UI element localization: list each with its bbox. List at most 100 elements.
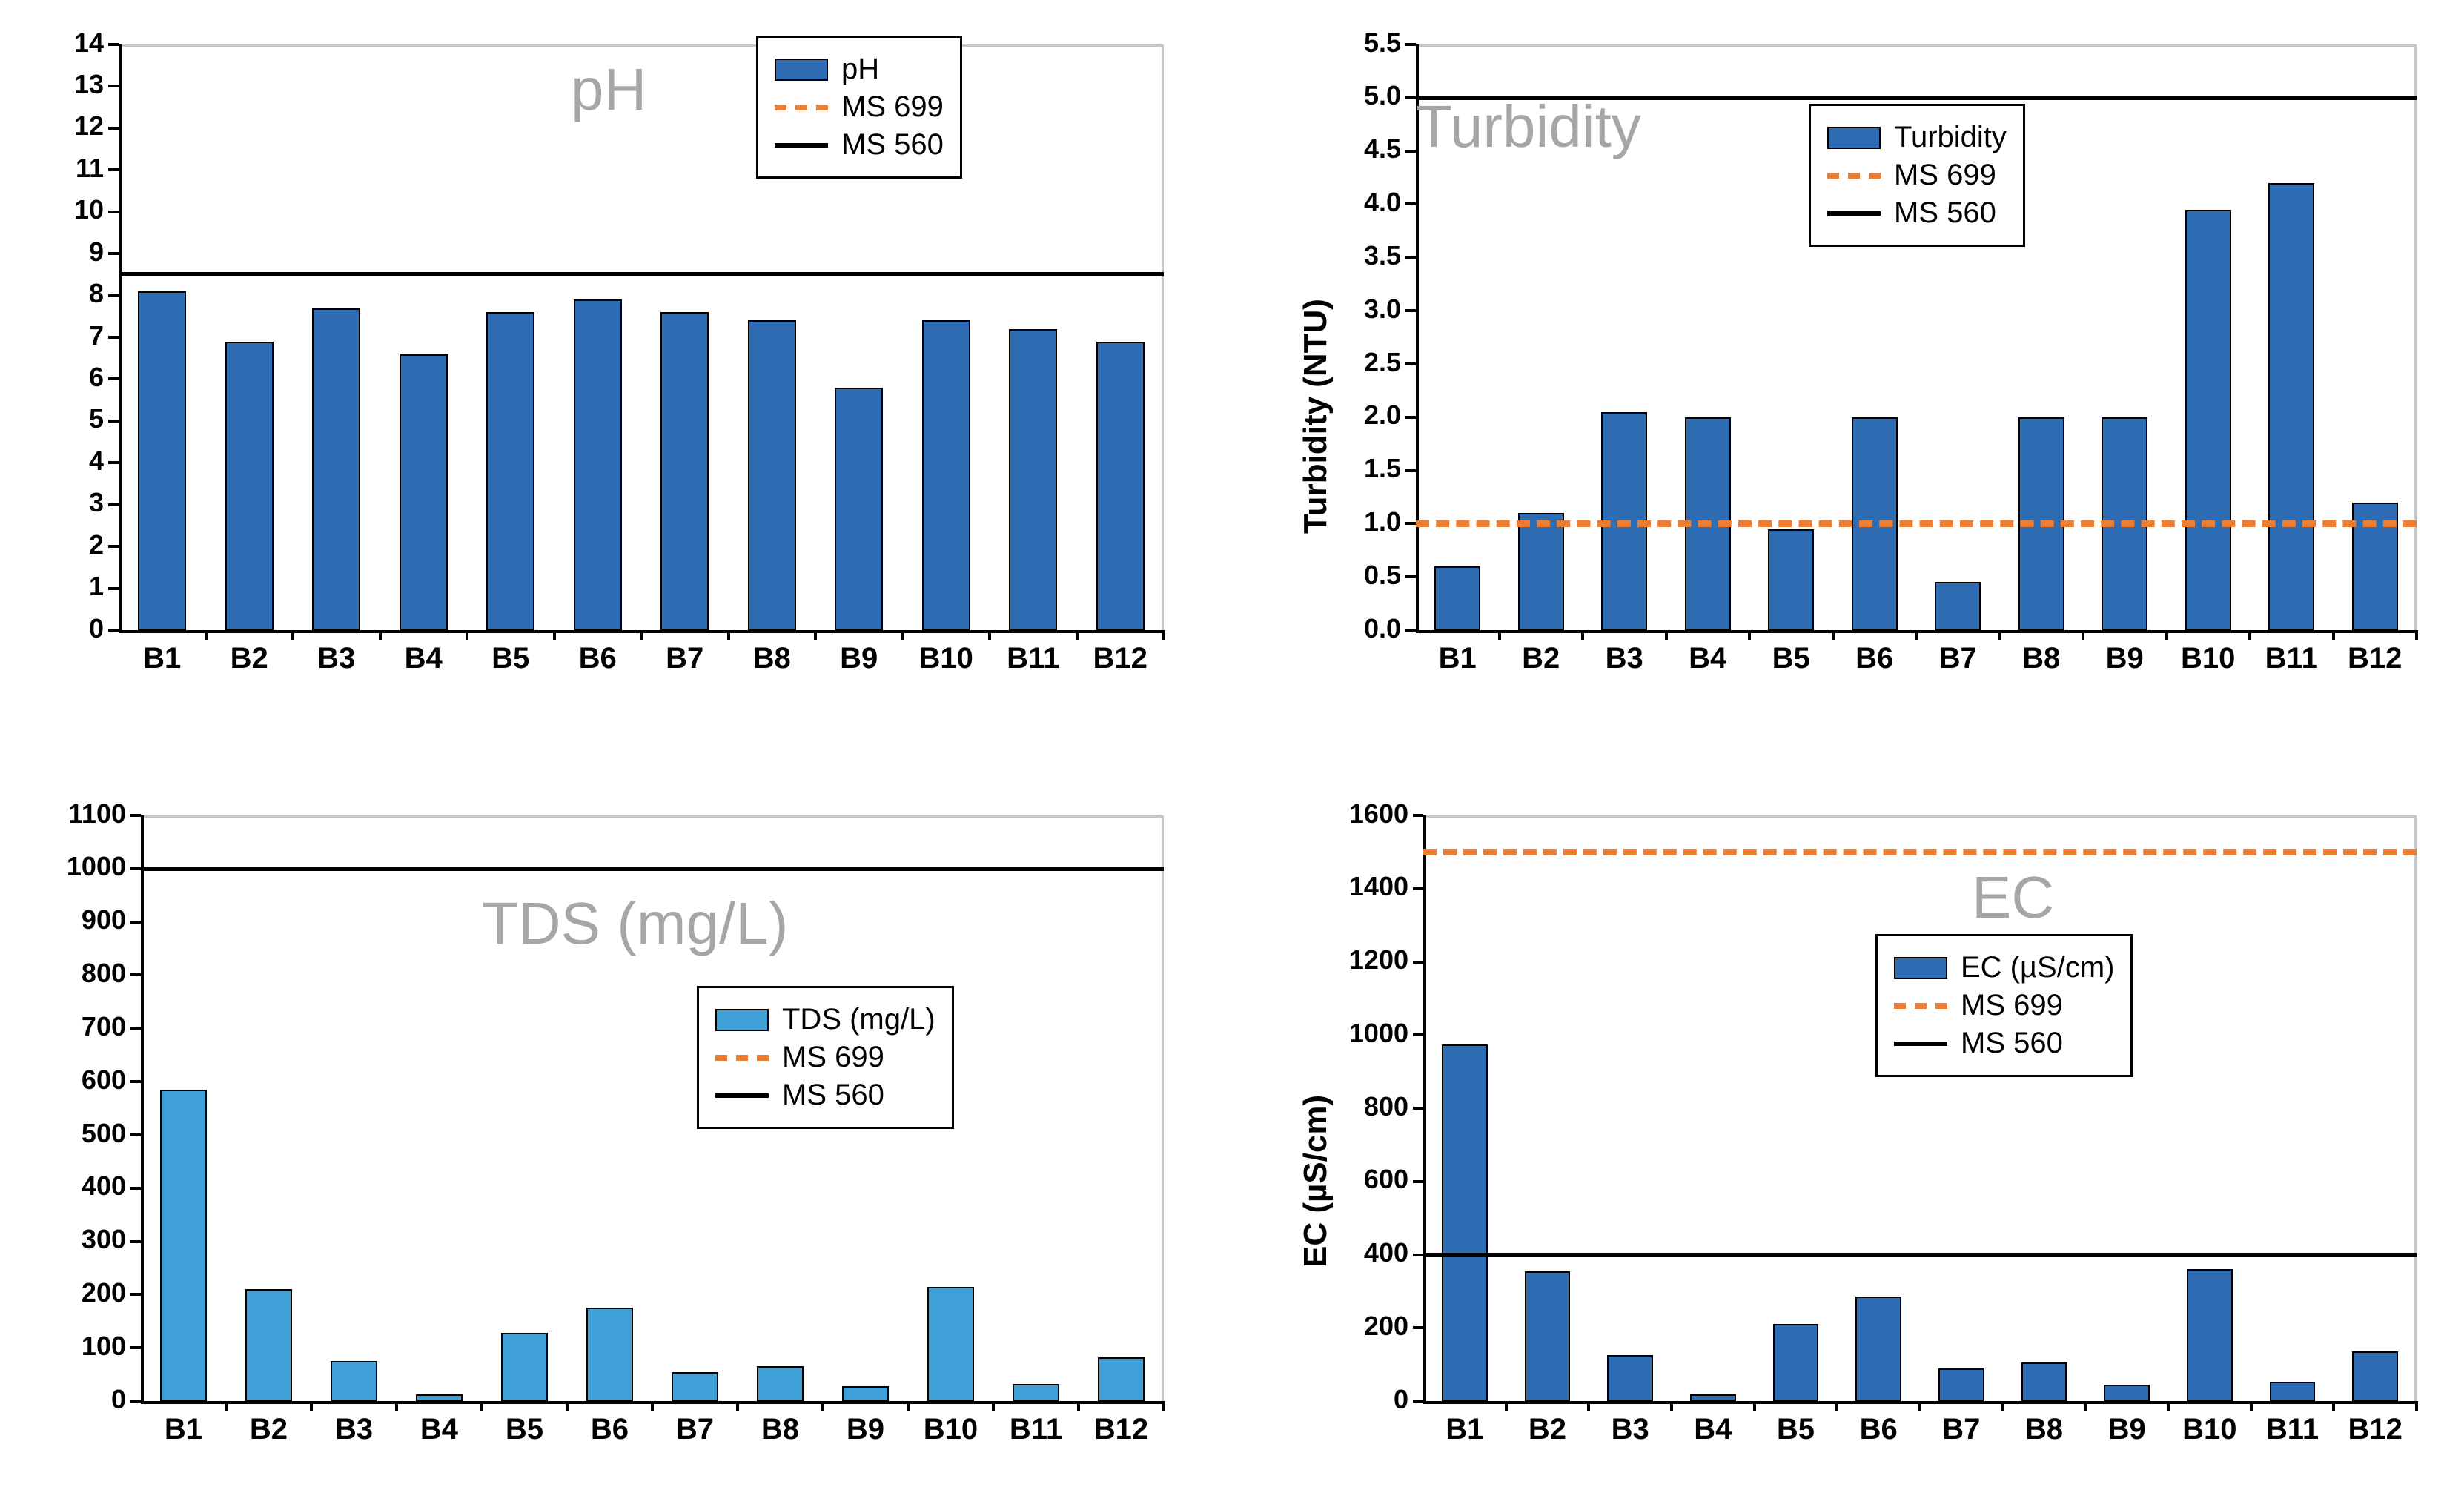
legend-label: pH xyxy=(841,53,879,86)
legend: TurbidityMS 699MS 560 xyxy=(1809,104,2025,247)
y-tick xyxy=(130,1133,141,1136)
y-tick-label: 5.0 xyxy=(1260,80,1401,111)
x-tick-label: B3 xyxy=(311,1413,397,1446)
legend-item: pH xyxy=(775,53,944,86)
y-tick xyxy=(1413,814,1423,817)
bar xyxy=(1855,1297,1901,1401)
x-tick-label: B9 xyxy=(2083,642,2167,675)
x-tick-label: B1 xyxy=(141,1413,226,1446)
x-tick xyxy=(566,1401,569,1411)
chart-title: Turbidity xyxy=(1416,93,1641,161)
legend-item: EC (µS/cm) xyxy=(1894,951,2114,984)
x-tick-label: B9 xyxy=(815,642,903,675)
bar xyxy=(2021,1362,2067,1401)
y-tick-label: 600 xyxy=(22,1064,126,1096)
legend-swatch-solid xyxy=(1894,1042,1947,1046)
y-tick-label: 0.5 xyxy=(1260,560,1401,591)
y-tick-label: 2 xyxy=(22,529,104,560)
x-tick-label: B8 xyxy=(729,642,816,675)
y-tick-label: 4 xyxy=(22,446,104,477)
x-tick xyxy=(2332,1401,2335,1411)
y-tick xyxy=(108,294,119,297)
y-tick xyxy=(108,545,119,548)
bar xyxy=(586,1308,633,1401)
bar xyxy=(660,312,709,630)
legend-label: EC (µS/cm) xyxy=(1961,951,2114,984)
chart-ph: 01234567891011121314B1B2B3B4B5B6B7B8B9B1… xyxy=(22,15,1186,712)
x-tick xyxy=(1748,630,1751,640)
x-tick xyxy=(1587,1401,1590,1411)
legend: EC (µS/cm)MS 699MS 560 xyxy=(1875,934,2133,1077)
x-tick xyxy=(2248,630,2251,640)
plot-frame xyxy=(119,44,1164,630)
y-tick xyxy=(130,1080,141,1083)
y-tick-label: 800 xyxy=(22,958,126,989)
bar xyxy=(927,1287,974,1401)
y-tick-label: 7 xyxy=(22,320,104,351)
y-tick xyxy=(130,1027,141,1030)
y-tick xyxy=(108,377,119,380)
y-tick-label: 1600 xyxy=(1260,798,1408,829)
y-tick xyxy=(108,252,119,255)
legend-swatch-solid xyxy=(775,143,828,148)
y-tick xyxy=(1405,202,1416,205)
bar xyxy=(138,291,186,630)
y-tick-label: 800 xyxy=(1260,1091,1408,1122)
x-tick-label: B2 xyxy=(226,1413,311,1446)
y-tick xyxy=(1405,150,1416,153)
y-tick xyxy=(1413,1326,1423,1329)
x-tick xyxy=(1162,630,1165,640)
bar xyxy=(160,1090,207,1401)
bar xyxy=(1525,1271,1570,1401)
y-tick xyxy=(1413,1107,1423,1110)
ref-line xyxy=(141,867,1164,871)
y-tick-label: 3 xyxy=(22,487,104,518)
y-tick xyxy=(1405,575,1416,578)
bar xyxy=(486,312,534,630)
legend-label: MS 699 xyxy=(1961,989,2063,1022)
bar xyxy=(1773,1324,1818,1401)
y-tick-label: 9 xyxy=(22,236,104,268)
x-tick-label: B3 xyxy=(1589,1413,1672,1446)
x-tick-label: B6 xyxy=(1837,1413,1920,1446)
bar xyxy=(922,320,970,630)
bar xyxy=(225,342,274,630)
y-tick xyxy=(1413,887,1423,890)
x-tick-label: B3 xyxy=(1583,642,1666,675)
y-tick xyxy=(130,1240,141,1243)
bar xyxy=(2268,183,2314,630)
x-tick-label: B4 xyxy=(1672,1413,1755,1446)
bar xyxy=(574,299,622,630)
legend-item: TDS (mg/L) xyxy=(715,1003,935,1036)
x-tick xyxy=(727,630,730,640)
bar xyxy=(835,388,883,630)
x-tick xyxy=(2001,1401,2004,1411)
y-tick xyxy=(1405,522,1416,525)
chart-tds: 010020030040050060070080090010001100B1B2… xyxy=(22,786,1186,1483)
x-tick xyxy=(1670,1401,1673,1411)
legend-swatch-dash xyxy=(775,105,828,110)
y-tick xyxy=(108,503,119,506)
y-tick xyxy=(1405,43,1416,46)
y-tick xyxy=(108,629,119,632)
x-tick xyxy=(1753,1401,1756,1411)
y-tick xyxy=(1413,1254,1423,1256)
y-tick xyxy=(1405,362,1416,365)
bar xyxy=(672,1372,718,1402)
y-tick-label: 500 xyxy=(22,1118,126,1149)
chart-title: EC xyxy=(1972,864,2054,932)
y-tick-label: 100 xyxy=(22,1331,126,1362)
bar xyxy=(1768,529,1814,630)
x-tick xyxy=(821,1401,824,1411)
x-tick xyxy=(291,630,294,640)
legend-item: MS 699 xyxy=(1827,159,2007,192)
x-tick xyxy=(1505,1401,1508,1411)
y-tick xyxy=(1405,469,1416,472)
x-tick-label: B4 xyxy=(397,1413,482,1446)
y-tick xyxy=(1405,629,1416,632)
x-tick-label: B2 xyxy=(1506,1413,1589,1446)
bar xyxy=(312,308,360,631)
x-tick-label: B5 xyxy=(482,1413,567,1446)
y-tick-label: 14 xyxy=(22,27,104,59)
legend-item: MS 699 xyxy=(1894,989,2114,1022)
